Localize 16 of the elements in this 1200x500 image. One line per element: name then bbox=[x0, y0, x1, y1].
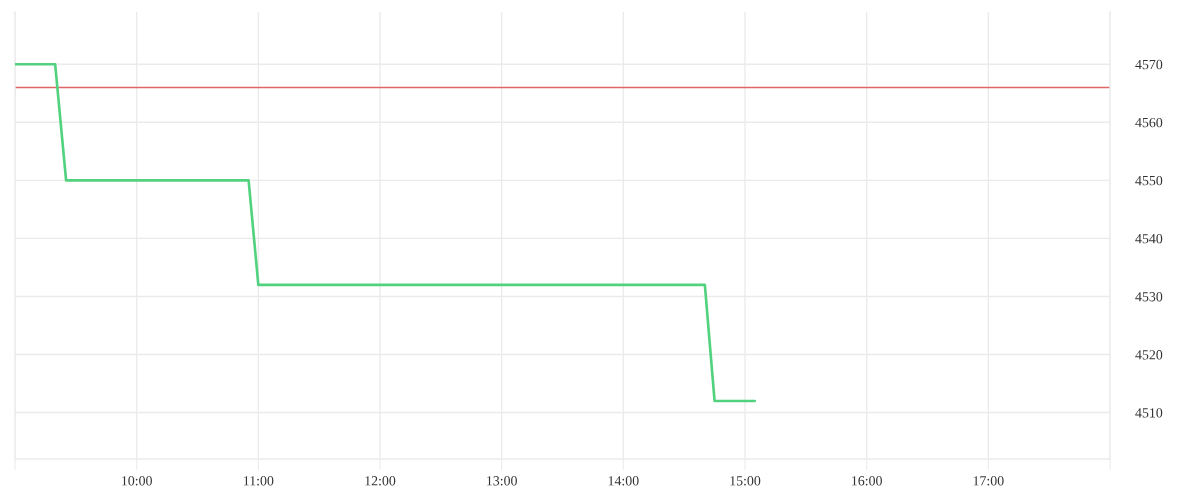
x-tick-label: 11:00 bbox=[244, 476, 274, 486]
y-tick-label: 4540 bbox=[1135, 233, 1163, 244]
x-tick-label: 17:00 bbox=[973, 476, 1004, 486]
y-tick-label: 4570 bbox=[1135, 59, 1163, 70]
x-tick-label: 13:00 bbox=[487, 476, 517, 486]
x-tick-label: 10:00 bbox=[122, 476, 152, 486]
x-tick-label: 16:00 bbox=[852, 476, 882, 486]
x-tick-label: 12:00 bbox=[365, 476, 396, 486]
x-tick-label: 14:00 bbox=[608, 476, 639, 486]
y-tick-label: 4560 bbox=[1135, 117, 1163, 128]
y-tick-label: 4550 bbox=[1135, 175, 1163, 186]
line-series bbox=[15, 62, 757, 403]
y-tick-label: 4520 bbox=[1135, 350, 1163, 360]
y-tick-label: 4510 bbox=[1135, 408, 1163, 418]
x-tick-label: 15:00 bbox=[730, 476, 761, 486]
y-tick-label: 4530 bbox=[1135, 292, 1163, 302]
